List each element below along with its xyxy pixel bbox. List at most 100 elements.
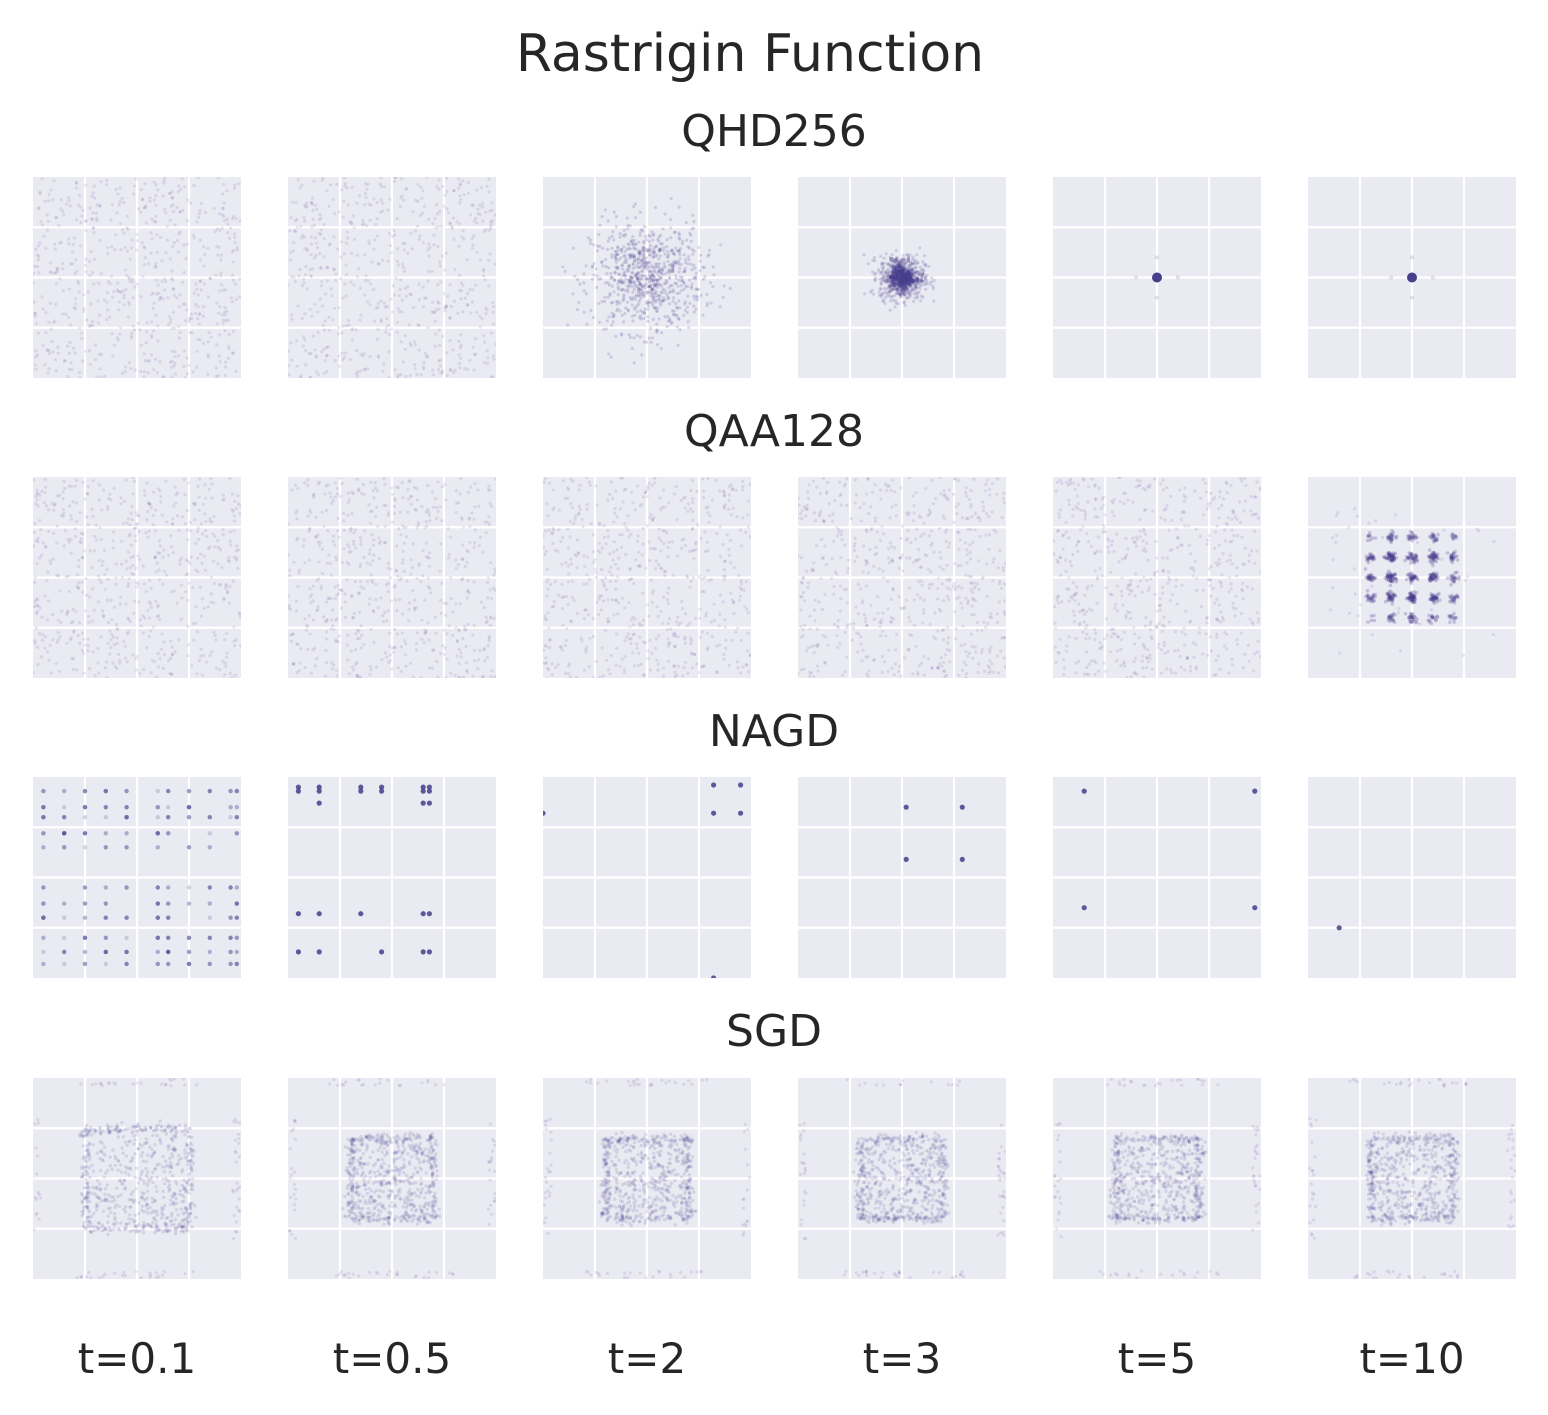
- scatter-point: [153, 554, 157, 558]
- scatter-point: [292, 241, 296, 245]
- scatter-point: [705, 648, 709, 652]
- scatter-point: [128, 620, 132, 624]
- scatter-point: [661, 287, 665, 291]
- scatter-point: [636, 278, 640, 282]
- scatter-point: [185, 308, 189, 312]
- scatter-point: [632, 238, 636, 243]
- scatter-point: [431, 648, 435, 653]
- scatter-point: [910, 268, 914, 272]
- scatter-point: [909, 540, 913, 545]
- scatter-point: [352, 237, 357, 241]
- scatter-point: [628, 566, 632, 570]
- scatter-point: [59, 198, 63, 202]
- scatter-point: [73, 534, 78, 538]
- scatter-point: [44, 246, 48, 250]
- scatter-point: [647, 274, 651, 278]
- scatter-point: [390, 520, 394, 524]
- scatter-point: [147, 616, 152, 620]
- scatter-point: [145, 321, 149, 325]
- scatter-point: [606, 219, 610, 223]
- scatter-point: [355, 673, 359, 677]
- scatter-point: [802, 505, 806, 509]
- scatter-point: [683, 635, 687, 639]
- scatter-point: [633, 297, 637, 301]
- scatter-point: [79, 205, 83, 209]
- scatter-point: [99, 180, 103, 184]
- scatter-point: [614, 334, 618, 338]
- scatter-point: [907, 296, 911, 300]
- scatter-point: [931, 287, 935, 291]
- scatter-point: [444, 498, 448, 502]
- scatter-point: [221, 659, 225, 663]
- scatter-point: [626, 287, 630, 292]
- scatter-point: [401, 524, 405, 528]
- scatter-point: [652, 306, 656, 310]
- scatter-point: [408, 341, 412, 345]
- scatter-point: [108, 282, 112, 286]
- scatter-point: [177, 232, 181, 236]
- scatter-point: [487, 190, 491, 194]
- scatter-point: [443, 268, 447, 272]
- scatter-point: [82, 671, 86, 675]
- scatter-point: [436, 480, 440, 484]
- scatter-point: [113, 665, 118, 669]
- scatter-point: [585, 582, 589, 586]
- scatter-point: [82, 651, 86, 655]
- scatter-point: [113, 248, 117, 252]
- scatter-point: [945, 647, 949, 652]
- scatter-point: [604, 658, 609, 662]
- scatter-point: [560, 595, 564, 600]
- scatter-point: [629, 281, 633, 285]
- scatter-point: [473, 337, 478, 341]
- scatter-point: [433, 217, 437, 221]
- scatter-point: [208, 519, 212, 524]
- scatter-point: [400, 631, 404, 635]
- scatter-point: [231, 351, 235, 355]
- scatter-point: [651, 292, 655, 296]
- scatter-point: [131, 477, 135, 479]
- scatter-point: [314, 354, 318, 358]
- scatter-point: [665, 598, 670, 602]
- scatter-point: [386, 259, 390, 263]
- scatter-point: [879, 634, 883, 638]
- scatter-point: [218, 548, 222, 552]
- scatter-point: [67, 589, 71, 593]
- scatter-point: [306, 647, 310, 651]
- scatter-point: [605, 272, 609, 276]
- scatter-point: [917, 290, 921, 294]
- scatter-point: [1002, 656, 1006, 660]
- scatter-point: [911, 288, 915, 292]
- scatter-point: [168, 257, 172, 261]
- scatter-point: [308, 508, 312, 512]
- scatter-point: [461, 577, 465, 581]
- scatter-point: [178, 293, 182, 297]
- scatter-point: [149, 602, 153, 606]
- scatter-point: [158, 617, 162, 621]
- scatter-point: [436, 225, 440, 229]
- scatter-point: [162, 181, 166, 185]
- scatter-point: [59, 620, 63, 625]
- scatter-point: [610, 598, 614, 602]
- scatter-point: [652, 275, 656, 279]
- scatter-point: [332, 627, 336, 631]
- scatter-point: [69, 621, 73, 625]
- scatter-point: [672, 492, 677, 496]
- scatter-point: [645, 247, 649, 251]
- scatter-point: [383, 525, 387, 529]
- scatter-point: [226, 318, 230, 322]
- scatter-point: [369, 668, 373, 672]
- scatter-point: [171, 517, 175, 521]
- scatter-point: [214, 638, 218, 642]
- scatter-point: [458, 492, 462, 496]
- scatter-point: [300, 317, 304, 321]
- scatter-point: [314, 236, 318, 240]
- scatter-point: [913, 270, 917, 274]
- scatter-point: [464, 628, 468, 632]
- scatter-point: [396, 666, 400, 670]
- scatter-point: [613, 562, 618, 566]
- scatter-point: [150, 217, 154, 221]
- scatter-point: [147, 635, 151, 639]
- scatter-point: [458, 366, 462, 370]
- scatter-point: [102, 298, 106, 302]
- scatter-point: [485, 308, 489, 312]
